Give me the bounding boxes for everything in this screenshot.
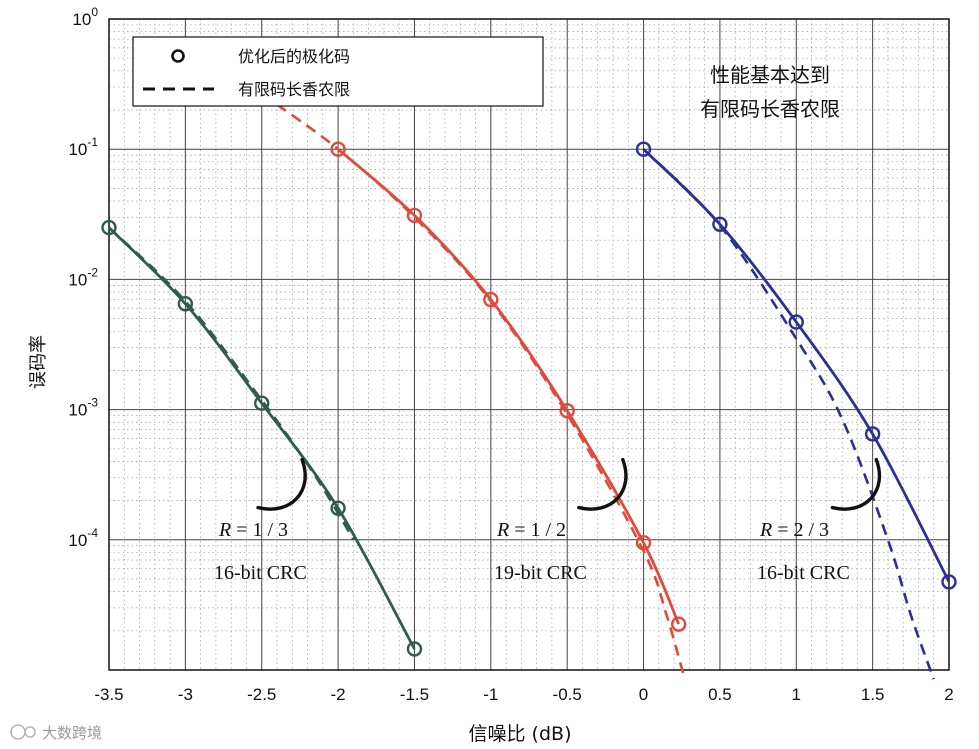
rate-label-3-value: = 2 / 3 — [772, 519, 829, 541]
x-tick-label: 0 — [639, 685, 648, 704]
series-3-point — [864, 426, 881, 442]
shannon-line-3 — [642, 148, 935, 680]
series-2-point — [670, 616, 687, 632]
series-markers — [101, 141, 957, 657]
x-tick-label: 1.5 — [861, 685, 885, 704]
series-3-point — [712, 216, 728, 232]
watermark: 大数跨境 — [10, 724, 102, 742]
x-tick-label: -2.5 — [247, 685, 276, 704]
x-tick-label: -3 — [178, 685, 193, 704]
y-tick-label: 100 — [72, 5, 98, 29]
y-tick-labels: 100 10-1 10-2 10-3 10-4 — [68, 5, 98, 550]
series-3-point — [635, 141, 652, 157]
series-lines — [108, 148, 951, 650]
rate-arc-2 — [577, 457, 628, 511]
rate-label-1-R: R — [218, 519, 231, 541]
x-tick-label: 1 — [792, 685, 801, 704]
series-2-point — [330, 141, 346, 157]
x-tick-label: 0.5 — [708, 685, 732, 704]
note-line-1: 性能基本达到 — [710, 63, 830, 87]
crc-label-3: 16-bit CRC — [757, 562, 850, 584]
rate-label-2-R: R — [496, 519, 509, 541]
rate-label-3-R: R — [759, 519, 772, 541]
series-line-3 — [642, 148, 951, 583]
series-1-point — [177, 296, 194, 312]
plot-area — [109, 19, 949, 670]
legend-box — [132, 36, 544, 107]
x-tick-label: -1.5 — [400, 685, 429, 704]
note-line-2: 有限码长香农限 — [700, 97, 840, 121]
rate-label-2-value: = 1 / 2 — [509, 519, 566, 541]
rate-label-1-value: = 1 / 3 — [231, 519, 288, 541]
series-line-1 — [108, 226, 416, 650]
x-tick-label: -3.5 — [94, 685, 123, 704]
x-tick-label: -0.5 — [553, 685, 582, 704]
y-tick-label: 10-2 — [68, 265, 98, 289]
series-1-point — [254, 395, 270, 411]
series-line-2 — [337, 148, 680, 625]
y-tick-label: 10-4 — [68, 526, 98, 550]
series-2-point — [635, 535, 652, 551]
x-tick-label: -1 — [483, 685, 498, 704]
rate-label-2: R = 1 / 2 19-bit CRC — [494, 519, 587, 584]
x-tick-labels: -3.5 -3 -2.5 -2 -1.5 -1 -0.5 0 0.5 1 1.5 2 — [94, 685, 953, 704]
watermark-logo-icon-2 — [24, 726, 36, 738]
plot-frame — [108, 18, 950, 671]
y-tick-label: 10-1 — [68, 135, 98, 159]
svg-text:R = 1 / 2: R = 1 / 2 — [496, 519, 566, 541]
series-2-point — [483, 291, 499, 308]
crc-label-1: 16-bit CRC — [214, 562, 307, 584]
svg-text:R = 1 / 3: R = 1 / 3 — [218, 519, 288, 541]
legend-entry-optimized: 优化后的极化码 — [238, 47, 350, 66]
rate-label-3: R = 2 / 3 16-bit CRC — [757, 519, 850, 584]
x-tick-label: 2 — [944, 685, 953, 704]
svg-text:R = 2 / 3: R = 2 / 3 — [759, 519, 829, 541]
series-1-point — [101, 219, 117, 236]
rate-arc-1 — [256, 457, 307, 511]
x-tick-label: -2 — [331, 685, 346, 704]
legend-entry-shannon: 有限码长香农限 — [238, 80, 350, 99]
legend-marker-circle-icon — [171, 49, 185, 63]
y-tick-label: 10-3 — [68, 396, 98, 420]
series-2-point — [406, 207, 423, 224]
series-1-point — [406, 641, 423, 657]
watermark-text: 大数跨境 — [42, 724, 102, 742]
y-axis-label: 误码率 — [28, 335, 49, 389]
watermark-logo-icon — [10, 724, 26, 740]
series-2-point — [559, 403, 575, 419]
legend: 优化后的极化码 有限码长香农限 — [132, 36, 544, 107]
rate-label-1: R = 1 / 3 16-bit CRC — [214, 519, 307, 584]
rate-arc-3 — [830, 457, 882, 511]
series-1-point — [330, 500, 346, 516]
series-3-point — [941, 574, 957, 590]
series-3-point — [788, 314, 804, 330]
x-axis-label: 信噪比 (dB) — [469, 723, 572, 745]
crc-label-2: 19-bit CRC — [494, 562, 587, 584]
grid-minor — [109, 19, 949, 670]
rate-arc-annotations — [256, 457, 882, 511]
shannon-line-1 — [108, 226, 355, 541]
